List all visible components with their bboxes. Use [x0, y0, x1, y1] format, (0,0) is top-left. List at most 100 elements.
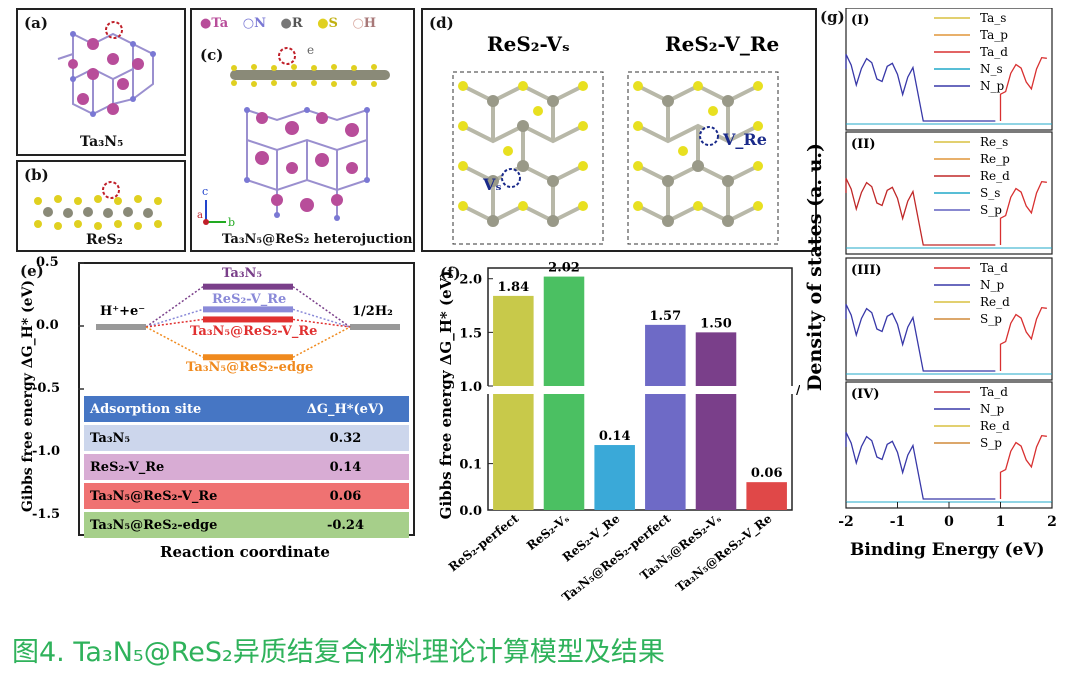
legend-entry: Ta_d — [980, 261, 1008, 275]
dos-curve — [999, 56, 1047, 121]
right-state-bar — [350, 324, 400, 330]
legend-entry: S_s — [980, 186, 1000, 200]
bar — [695, 332, 737, 386]
axis-triad: c a b — [197, 185, 235, 229]
legend-entry: Ta_d — [980, 385, 1008, 399]
right-title: ReS₂-V_Re — [665, 32, 780, 56]
atom-legend: ●Ta ○N ●R ●S ○H — [200, 16, 377, 31]
panel-g-ylabel: Density of states (a. u.) — [804, 142, 826, 392]
panel-f-label: (f) — [440, 264, 461, 282]
adsorption-table: Adsorption site ΔG_H*(eV) Ta₃N₅ 0.32 ReS₂… — [84, 393, 409, 541]
legend-entry: N_p — [980, 278, 1005, 292]
bar — [746, 482, 787, 510]
bar-value-label: 2.02 — [548, 261, 580, 276]
legend-ta: Ta — [211, 16, 229, 31]
fe-level-bar — [203, 354, 293, 361]
x-tick-label: -1 — [890, 514, 906, 530]
legend-r: R — [291, 16, 303, 31]
dos-subplot-tag: (II) — [851, 137, 875, 152]
fe-level-bar — [203, 283, 293, 290]
panel-e-ylabel: Gibbs free energy ΔG_H* (eV) — [20, 279, 36, 513]
ta3n5-structure — [57, 21, 156, 117]
table-header-value: ΔG_H*(eV) — [281, 396, 409, 422]
panel-a-label: (a) — [24, 14, 48, 32]
table-row: Ta₃N₅@ReS₂-edge -0.24 — [84, 512, 409, 538]
axis-break-gap — [484, 386, 796, 394]
legend-entry: N_s — [980, 62, 1003, 76]
y-tick-label: 1.0 — [459, 380, 482, 395]
table-row: ReS₂-V_Re 0.14 — [84, 454, 409, 480]
panel-e-xlabel: Reaction coordinate — [160, 543, 330, 561]
panel-b-label: (b) — [24, 166, 49, 184]
vs-vacancy-marker — [501, 168, 521, 188]
axis-break-mark: // — [796, 383, 800, 397]
legend-h: H — [363, 16, 377, 31]
x-tick-label: 1 — [996, 514, 1006, 530]
y-tick-label: 1.5 — [459, 326, 482, 341]
bar — [493, 295, 534, 386]
fe-level-bar — [203, 306, 293, 313]
panel-d: (d) ReS₂-Vₛ ReS₂-V_Re Vₛ V_Re — [421, 8, 817, 252]
bar-lower — [645, 394, 686, 510]
vs-label: Vₛ — [483, 175, 502, 194]
x-tick-label: 0 — [944, 514, 954, 530]
dos-curve — [999, 180, 1047, 245]
bar — [594, 445, 635, 510]
svg-text:b: b — [228, 216, 235, 229]
x-tick-label: -2 — [838, 514, 854, 530]
panel-g-xlabel: Binding Energy (eV) — [850, 540, 1045, 560]
vre-label: V_Re — [723, 130, 767, 149]
panel-a-name: Ta₃N₅ — [80, 134, 124, 150]
legend-n: N — [254, 16, 266, 31]
legend-entry: Re_d — [980, 169, 1010, 183]
y-tick-label: 0.0 — [459, 504, 482, 519]
bar-lower — [695, 394, 737, 510]
bar — [645, 324, 686, 386]
right-state-label: 1/2H₂ — [352, 304, 393, 319]
legend-entry: N_p — [980, 79, 1005, 93]
bar-value-label: 0.14 — [599, 429, 631, 444]
dos-subplot-tag: (IV) — [851, 387, 879, 402]
left-state-bar — [96, 324, 146, 330]
legend-entry: Re_s — [980, 135, 1008, 149]
dos-curve — [845, 53, 996, 122]
figure-caption: 图4. Ta₃N₅@ReS₂异质结复合材料理论计算模型及结果 — [12, 637, 665, 668]
level-label-hetero-vre: Ta₃N₅@ReS₂-V_Re — [190, 324, 318, 339]
level-label-res2-vre: ReS₂-V_Re — [212, 292, 287, 307]
legend-entry: Re_d — [980, 295, 1010, 309]
dos-subplot-tag: (III) — [851, 263, 882, 278]
fe-link-left — [145, 308, 204, 328]
bar-lower — [543, 394, 585, 510]
heterojunction-structure: e c a b — [197, 43, 390, 229]
legend-s: S — [328, 16, 338, 31]
legend-entry: Ta_d — [980, 45, 1008, 59]
h-site-marker — [105, 21, 123, 39]
dos-subplot-tag: (I) — [851, 13, 869, 28]
table-header-site: Adsorption site — [84, 396, 282, 422]
bar-value-label: 1.84 — [497, 280, 529, 295]
svg-text:a: a — [197, 210, 203, 221]
electron-label: e — [307, 43, 314, 57]
panel-b-name: ReS₂ — [86, 232, 123, 248]
x-tick-label: 2 — [1047, 514, 1057, 530]
fe-link-right — [292, 308, 351, 328]
panel-c-name: Ta₃N₅@ReS₂ heterojuction — [222, 232, 413, 247]
legend-entry: Ta_s — [980, 11, 1006, 25]
panel-d-label: (d) — [429, 14, 454, 32]
fe-link-left — [145, 318, 204, 328]
vre-vacancy-marker — [699, 126, 719, 146]
y-tick-label: 0.1 — [459, 458, 482, 473]
category-label: ReS₂-perfect — [446, 511, 522, 574]
panel-c: (c) ●Ta ○N ●R ●S ○H e — [190, 8, 415, 252]
dos-curve — [845, 303, 996, 372]
table-row: Ta₃N₅ 0.32 — [84, 425, 409, 451]
legend-entry: N_p — [980, 402, 1005, 416]
fe-link-right — [292, 318, 351, 328]
dos-curve — [999, 306, 1047, 371]
bar-lower — [493, 394, 534, 510]
left-state-label: H⁺+e⁻ — [100, 304, 146, 319]
y-tick-label: 2.0 — [459, 273, 482, 288]
panel-b: (b) ReS₂ — [16, 160, 186, 252]
panel-e-label: (e) — [20, 262, 44, 280]
bar-value-label: 0.06 — [751, 466, 783, 481]
